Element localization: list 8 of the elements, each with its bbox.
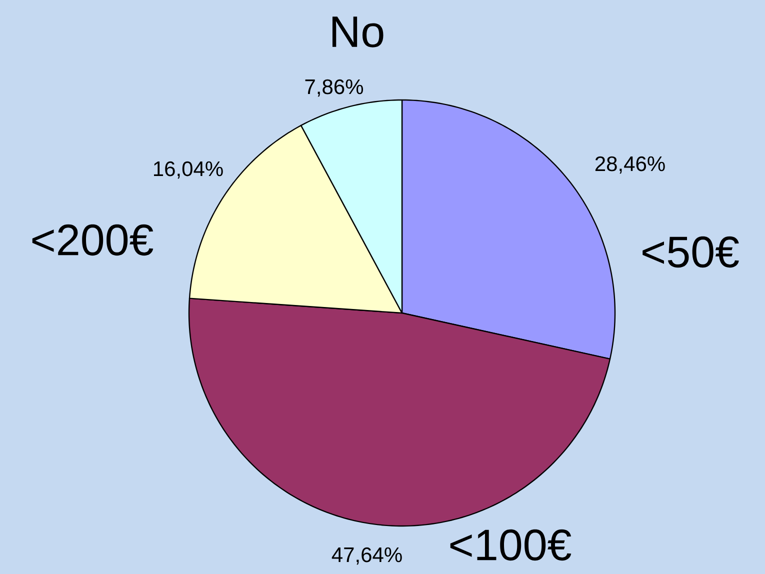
data-label: 47,64% [332, 547, 402, 565]
data-label: 28,46% [595, 156, 665, 174]
slice-label: <100€ [450, 529, 572, 561]
data-label: 16,04% [154, 161, 223, 179]
slice-label: <200€ [32, 224, 154, 256]
data-label: 7,86% [305, 79, 364, 97]
slice-label: <50€ [642, 236, 739, 268]
slice-label: No [332, 16, 384, 48]
